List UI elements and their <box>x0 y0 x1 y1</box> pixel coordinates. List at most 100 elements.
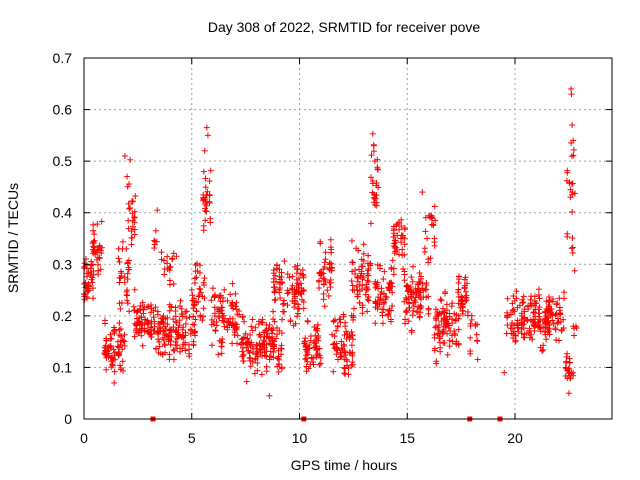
data-point <box>379 320 386 327</box>
data-point <box>287 318 294 325</box>
data-point <box>91 247 98 254</box>
data-point <box>191 328 198 335</box>
data-point <box>298 291 305 298</box>
data-point <box>349 359 356 366</box>
data-point <box>266 356 273 363</box>
data-point <box>161 265 168 272</box>
data-point <box>273 335 280 342</box>
data-point <box>322 256 329 263</box>
data-point <box>273 265 280 272</box>
data-point <box>129 223 136 230</box>
data-point <box>569 122 576 129</box>
data-point <box>215 294 222 301</box>
data-point <box>399 246 406 253</box>
data-point <box>425 259 432 266</box>
data-point <box>419 280 426 287</box>
data-point <box>353 245 360 252</box>
data-point <box>567 186 574 193</box>
data-point <box>150 314 157 321</box>
data-point <box>102 320 109 327</box>
data-point <box>395 251 402 258</box>
data-point <box>300 274 307 281</box>
data-point <box>390 271 397 278</box>
data-point <box>424 235 431 242</box>
data-point <box>154 328 161 335</box>
data-point <box>173 319 180 326</box>
data-points <box>81 85 580 399</box>
data-point <box>215 306 222 313</box>
data-point <box>425 293 432 300</box>
data-point <box>532 320 539 327</box>
data-point <box>360 241 367 248</box>
data-point <box>351 287 358 294</box>
data-point <box>374 164 381 171</box>
data-point <box>204 188 211 195</box>
data-point <box>206 178 213 185</box>
data-point <box>314 350 321 357</box>
data-point <box>245 338 252 345</box>
data-point <box>382 296 389 303</box>
data-point <box>101 349 108 356</box>
data-point <box>131 214 138 221</box>
data-point <box>164 332 171 339</box>
data-point <box>525 330 532 337</box>
data-point <box>341 356 348 363</box>
data-point <box>356 281 363 288</box>
data-point <box>571 190 578 197</box>
data-point <box>571 267 578 274</box>
data-point <box>293 283 300 290</box>
data-point <box>330 368 337 375</box>
data-point <box>321 303 328 310</box>
data-point <box>388 264 395 271</box>
data-point <box>355 266 362 273</box>
data-point <box>390 265 397 272</box>
data-point <box>390 223 397 230</box>
data-point <box>294 310 301 317</box>
data-point <box>139 320 146 327</box>
data-point <box>544 319 551 326</box>
data-point <box>510 322 517 329</box>
data-point <box>172 318 179 325</box>
data-point <box>111 379 118 386</box>
data-point <box>401 277 408 284</box>
data-point <box>145 303 152 310</box>
data-point <box>278 269 285 276</box>
data-point <box>525 303 532 310</box>
data-point <box>241 334 248 341</box>
data-point <box>196 262 203 269</box>
data-point <box>132 193 139 200</box>
data-point <box>569 208 576 215</box>
data-point <box>447 328 454 335</box>
data-point <box>360 257 367 264</box>
data-point <box>239 348 246 355</box>
data-point <box>437 296 444 303</box>
data-point <box>374 305 381 312</box>
data-point <box>568 91 575 98</box>
data-point <box>201 281 208 288</box>
data-point <box>414 286 421 293</box>
data-point <box>90 227 97 234</box>
data-point <box>328 249 335 256</box>
data-point <box>316 285 323 292</box>
data-point <box>348 237 355 244</box>
x-tick-label: 5 <box>188 430 196 446</box>
data-point <box>504 313 511 320</box>
data-point <box>170 356 177 363</box>
data-point <box>554 320 561 327</box>
data-point <box>270 341 277 348</box>
data-point <box>191 329 198 336</box>
data-point <box>144 317 151 324</box>
data-point <box>206 198 213 205</box>
data-point <box>207 219 214 226</box>
data-point <box>342 365 349 372</box>
data-point <box>516 302 523 309</box>
data-point <box>247 331 254 338</box>
x-tick-label: 15 <box>399 430 415 446</box>
data-point <box>131 333 138 340</box>
data-point <box>443 301 450 308</box>
data-point <box>433 360 440 367</box>
data-point <box>348 278 355 285</box>
data-point <box>543 298 550 305</box>
data-point <box>342 352 349 359</box>
data-point <box>131 208 138 215</box>
